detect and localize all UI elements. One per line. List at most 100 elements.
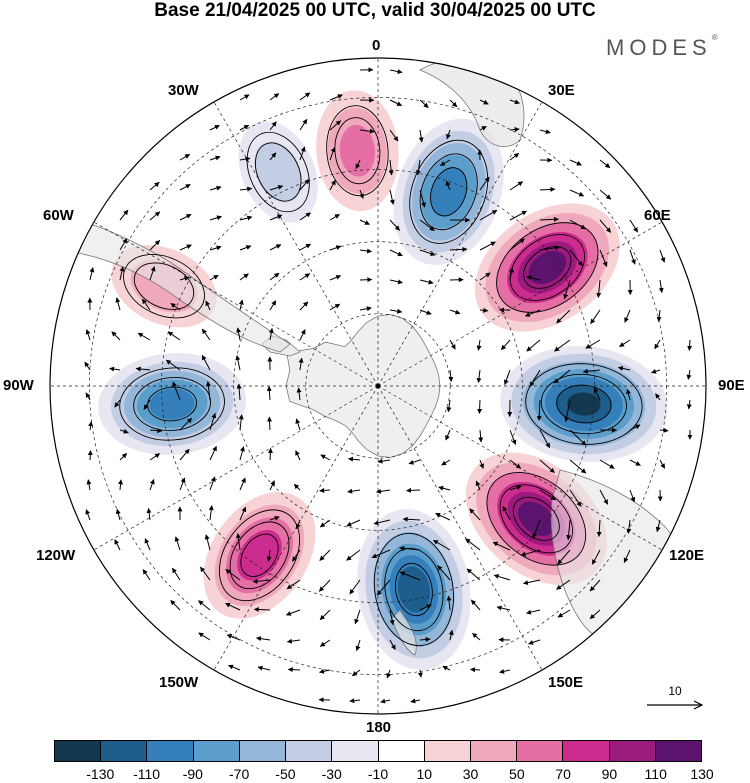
wind-arrow (539, 186, 556, 192)
contour-group (246, 131, 310, 213)
meridian (93, 385, 379, 551)
colorbar-tick-label: -110 (133, 766, 161, 782)
wind-arrow (659, 427, 669, 433)
wind-arrow (239, 94, 250, 101)
wind-arrow (596, 519, 602, 537)
wind-arrow (419, 637, 431, 642)
wind-arrow (266, 549, 272, 562)
wind-arrow (432, 539, 451, 551)
wind-arrow (296, 387, 302, 401)
wind-arrow (299, 301, 309, 311)
height-contour (540, 373, 627, 435)
wind-arrow (351, 669, 361, 677)
wind-arrow (419, 279, 434, 285)
wind-arrow (204, 534, 211, 551)
wind-arrow (228, 664, 241, 671)
map-title: Base 21/04/2025 00 UTC, valid 30/04/2025… (154, 0, 596, 21)
wind-arrow (509, 210, 528, 221)
height-contour (486, 471, 587, 566)
wind-arrow (479, 176, 490, 191)
lon-label-150e: 150E (548, 674, 584, 691)
height-contour (240, 533, 279, 577)
wind-arrow (449, 99, 458, 108)
wind-arrow (445, 180, 451, 191)
wind-arrow (239, 186, 253, 192)
height-contour (525, 363, 643, 445)
wind-arrow (299, 329, 306, 341)
wind-arrow (389, 219, 400, 231)
wind-arrow (569, 159, 582, 166)
wind-arrow (437, 565, 451, 581)
wind-arrow (142, 569, 151, 581)
wind-arrow (359, 128, 375, 134)
wind-arrow (209, 445, 217, 461)
wind-arrow (557, 609, 571, 618)
lon-label-150w: 150W (159, 674, 199, 691)
anomaly-center (393, 118, 504, 265)
colorbar-tick-label: 90 (601, 766, 618, 782)
wind-arrow (149, 181, 160, 191)
wind-arrow (402, 516, 421, 522)
wind-arrow (569, 219, 587, 230)
wind-arrow (449, 246, 468, 252)
colorbar (54, 740, 702, 762)
wind-arrow (198, 632, 211, 641)
polar-map (49, 57, 707, 715)
wind-arrow (239, 156, 251, 162)
colorbar-segment (609, 741, 656, 761)
wind-arrow (209, 185, 222, 191)
wind-arrow (114, 539, 121, 551)
wind-arrow (285, 609, 301, 616)
wind-arrow (539, 489, 556, 501)
wind-arrow (479, 459, 484, 469)
wind-arrow (149, 266, 156, 281)
wind-arrow (299, 273, 311, 281)
wind-arrow (267, 416, 273, 431)
wind-arrow (119, 209, 129, 221)
lon-label-60w: 60W (43, 207, 74, 224)
wind-arrow (569, 249, 583, 267)
wind-arrow (257, 665, 271, 671)
wind-arrow (509, 99, 520, 105)
height-contour (556, 384, 612, 424)
wind-arrow (406, 487, 421, 493)
wind-arrow (238, 414, 244, 431)
wind-arrow (143, 399, 151, 410)
wind-arrow (269, 152, 277, 161)
wind-arrow (286, 579, 301, 590)
wind-arrow (479, 125, 487, 131)
meridian (377, 101, 543, 387)
wind-arrow (475, 480, 481, 491)
wind-arrow (435, 512, 451, 521)
wind-arrow (624, 309, 631, 323)
wind-arrow (399, 545, 421, 551)
wind-arrow (629, 249, 636, 265)
wind-arrow (329, 213, 340, 221)
wind-arrow (299, 243, 312, 251)
wind-arrow (569, 489, 582, 507)
wind-arrow (253, 607, 271, 612)
wind-arrow (359, 306, 372, 312)
wind-arrow (88, 421, 94, 431)
wind-arrow (329, 179, 336, 191)
wind-arrow (509, 127, 520, 132)
wind-arrow (172, 381, 181, 401)
wind-arrow (476, 339, 482, 351)
wind-arrow (111, 331, 121, 341)
wind-arrow (318, 579, 331, 592)
wind-arrow (376, 579, 391, 596)
wind-arrow (654, 339, 661, 350)
anomaly-band (149, 388, 195, 420)
anomaly-band (567, 392, 601, 416)
wind-arrow (269, 272, 280, 281)
anomaly-band (430, 167, 468, 217)
wind-arrow (377, 458, 391, 464)
wind-arrow (419, 189, 426, 208)
colorbar-segment (193, 741, 240, 761)
wind-arrow (209, 245, 222, 251)
colorbar-segment (147, 741, 194, 761)
wind-arrow (329, 120, 342, 131)
wind-arrow (349, 698, 361, 704)
colorbar-segment (655, 741, 702, 761)
wind-arrow (205, 300, 211, 311)
